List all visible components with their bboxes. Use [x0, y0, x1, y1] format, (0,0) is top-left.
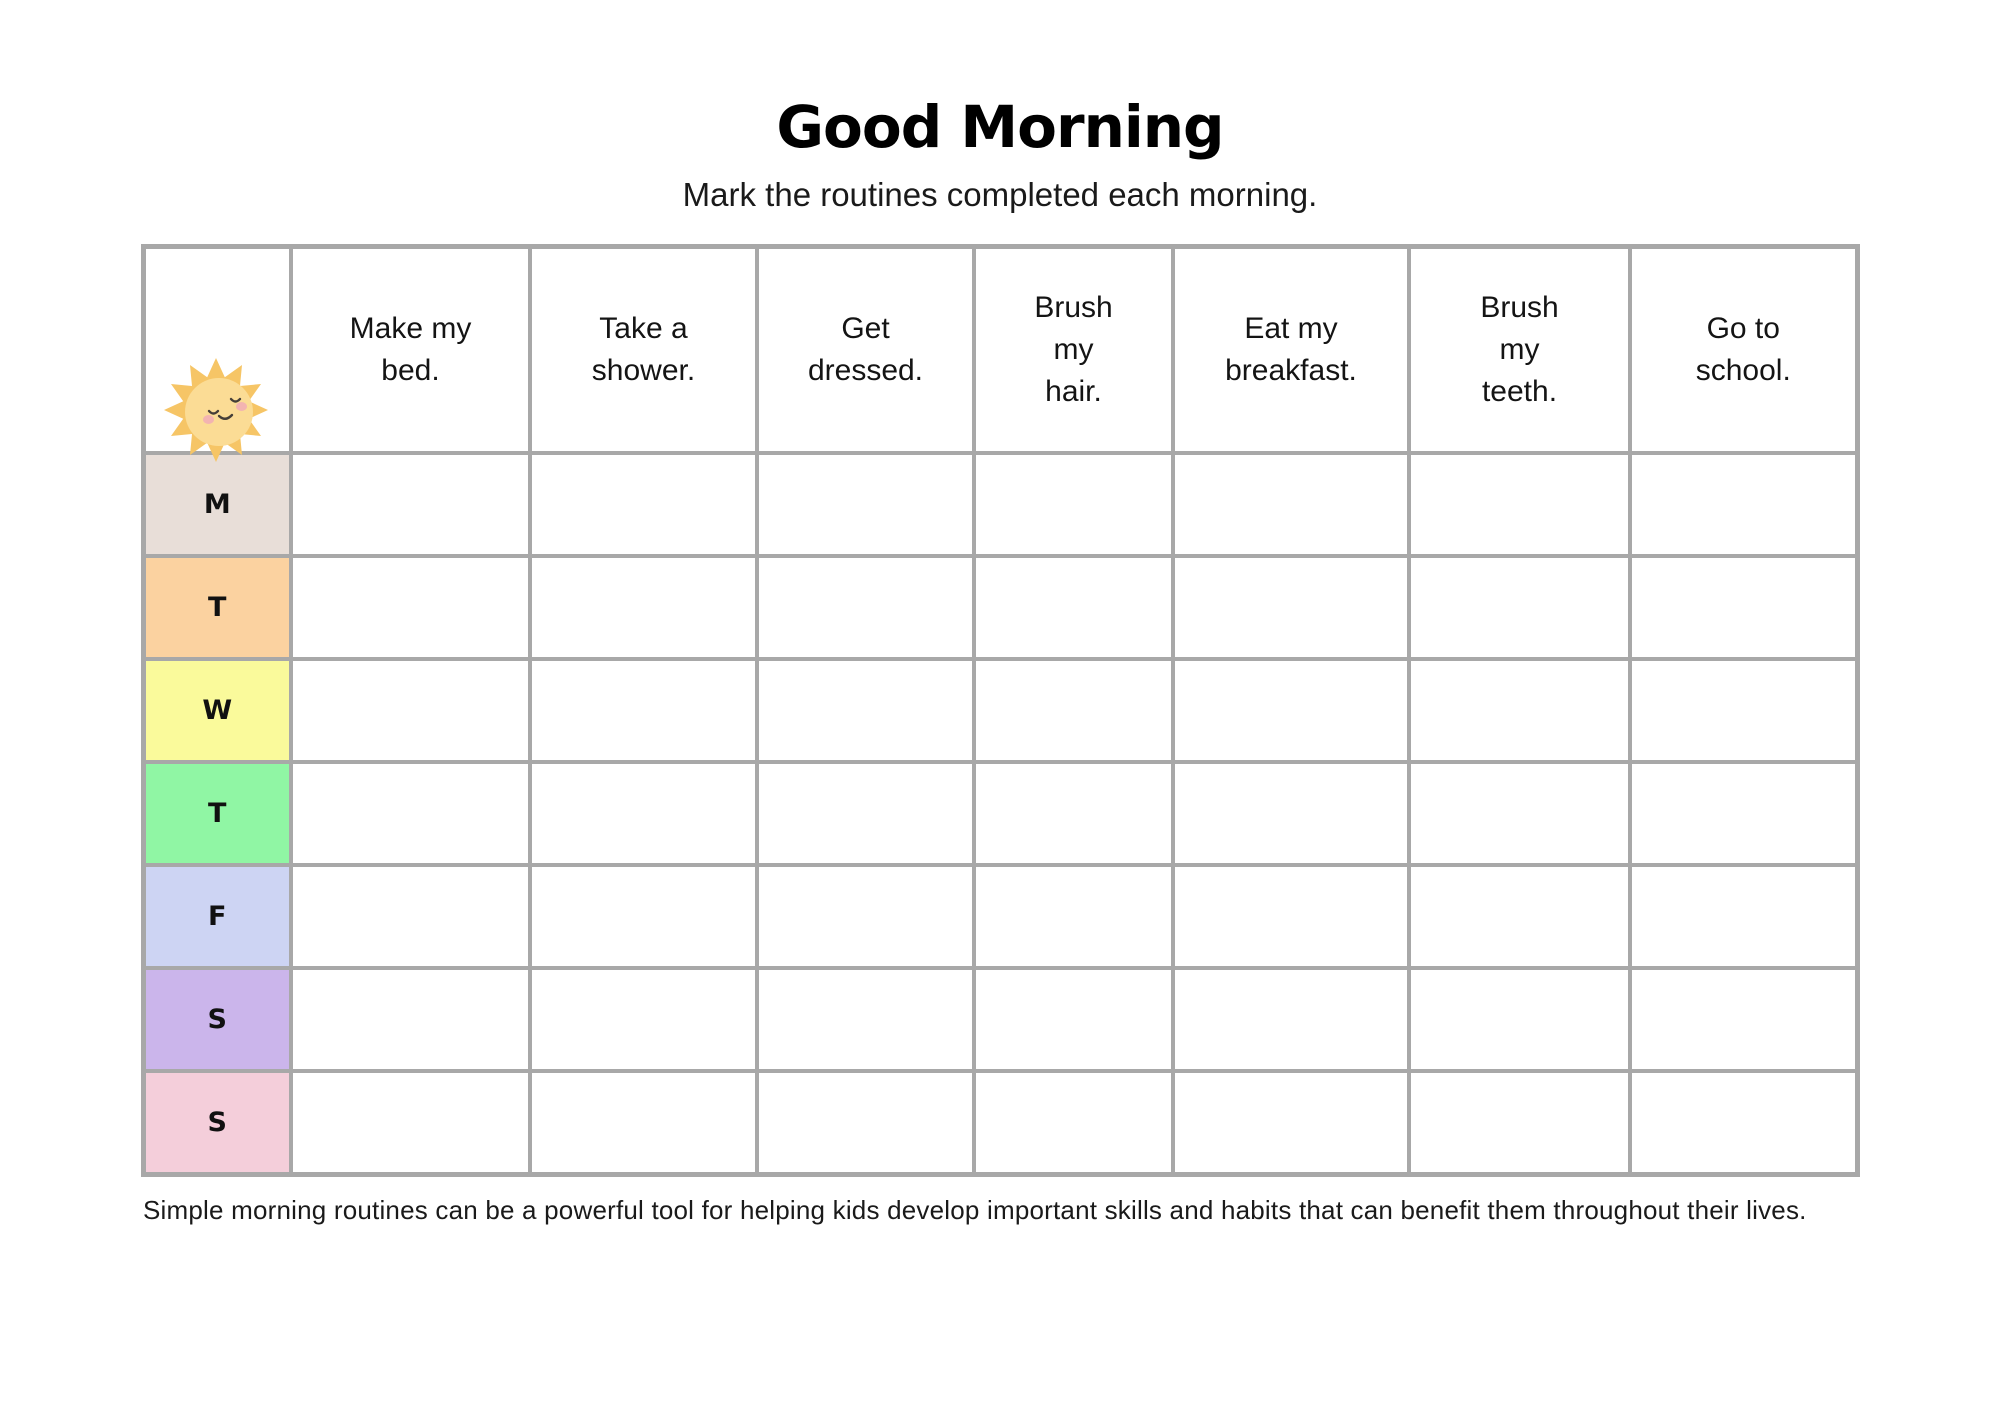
corner-cell	[141, 244, 293, 463]
table-row: T	[141, 554, 1859, 662]
table-row: M	[141, 451, 1859, 559]
routine-cell[interactable]	[1171, 451, 1411, 559]
routine-table: Make my bed. Take a shower. Get dressed.…	[140, 243, 1860, 1177]
routine-cell[interactable]	[972, 760, 1175, 868]
sun-smile	[217, 414, 233, 421]
routine-cell[interactable]	[289, 966, 532, 1074]
column-header-brush-my-teeth: Brush my teeth.	[1407, 244, 1632, 456]
routine-cell[interactable]	[1628, 451, 1859, 559]
table-header-row: Make my bed. Take a shower. Get dressed.…	[141, 244, 1859, 463]
routine-cell[interactable]	[1171, 657, 1411, 765]
day-label: F	[141, 863, 293, 971]
routine-cell[interactable]	[528, 1069, 759, 1177]
table-row: W	[141, 657, 1859, 765]
routine-cell[interactable]	[755, 966, 976, 1074]
routine-cell[interactable]	[528, 863, 759, 971]
routine-cell[interactable]	[1171, 863, 1411, 971]
sun-icon	[163, 357, 269, 463]
routine-cell[interactable]	[972, 554, 1175, 662]
routine-cell[interactable]	[1407, 863, 1632, 971]
column-header-take-a-shower: Take a shower.	[528, 244, 759, 456]
routine-cell[interactable]	[289, 863, 532, 971]
routine-cell[interactable]	[528, 657, 759, 765]
routine-cell[interactable]	[1407, 760, 1632, 868]
column-header-make-my-bed: Make my bed.	[289, 244, 532, 456]
routine-cell[interactable]	[528, 554, 759, 662]
page-title: Good Morning	[776, 93, 1224, 161]
sun-left-eye	[207, 410, 219, 415]
routine-cell[interactable]	[1407, 1069, 1632, 1177]
routine-cell[interactable]	[289, 760, 532, 868]
routine-cell[interactable]	[1171, 554, 1411, 662]
routine-cell[interactable]	[755, 863, 976, 971]
table-row: S	[141, 1069, 1859, 1177]
sun-right-cheek	[235, 402, 247, 412]
page-subtitle: Mark the routines completed each morning…	[682, 175, 1318, 213]
routine-cell[interactable]	[755, 1069, 976, 1177]
sun-face	[184, 378, 253, 447]
routine-cell[interactable]	[755, 760, 976, 868]
routine-cell[interactable]	[289, 451, 532, 559]
column-header-get-dressed: Get dressed.	[755, 244, 976, 456]
routine-cell[interactable]	[1628, 966, 1859, 1074]
table-row: T	[141, 760, 1859, 868]
routine-cell[interactable]	[972, 657, 1175, 765]
routine-cell[interactable]	[755, 657, 976, 765]
column-header-go-to-school: Go to school.	[1628, 244, 1859, 456]
day-label: T	[141, 760, 293, 868]
column-header-brush-my-hair: Brush my hair.	[972, 244, 1175, 456]
routine-cell[interactable]	[528, 966, 759, 1074]
day-label: T	[141, 554, 293, 662]
routine-cell[interactable]	[1171, 1069, 1411, 1177]
sun-right-eye	[229, 398, 241, 403]
routine-cell[interactable]	[972, 863, 1175, 971]
table-row: F	[141, 863, 1859, 971]
routine-cell[interactable]	[972, 966, 1175, 1074]
routine-cell[interactable]	[1628, 760, 1859, 868]
day-label: M	[141, 451, 293, 559]
routine-cell[interactable]	[1628, 554, 1859, 662]
routine-cell[interactable]	[972, 451, 1175, 559]
routine-cell[interactable]	[1171, 760, 1411, 868]
table-row: S	[141, 966, 1859, 1074]
routine-cell[interactable]	[528, 451, 759, 559]
routine-cell[interactable]	[289, 554, 532, 662]
routine-cell[interactable]	[755, 554, 976, 662]
day-label: S	[141, 1069, 293, 1177]
column-header-eat-my-breakfast: Eat my breakfast.	[1171, 244, 1411, 456]
routine-cell[interactable]	[289, 1069, 532, 1177]
routine-cell[interactable]	[1171, 966, 1411, 1074]
routine-cell[interactable]	[289, 657, 532, 765]
routine-cell[interactable]	[1628, 1069, 1859, 1177]
routine-cell[interactable]	[1628, 657, 1859, 765]
routine-cell[interactable]	[1407, 451, 1632, 559]
sun-left-cheek	[202, 415, 214, 425]
routine-cell[interactable]	[1407, 657, 1632, 765]
routine-cell[interactable]	[1407, 966, 1632, 1074]
routine-cell[interactable]	[1407, 554, 1632, 662]
routine-cell[interactable]	[528, 760, 759, 868]
routine-cell[interactable]	[755, 451, 976, 559]
footer-note: Simple morning routines can be a powerfu…	[143, 1194, 1807, 1225]
day-label: W	[141, 657, 293, 765]
routine-cell[interactable]	[972, 1069, 1175, 1177]
routine-cell[interactable]	[1628, 863, 1859, 971]
day-label: S	[141, 966, 293, 1074]
